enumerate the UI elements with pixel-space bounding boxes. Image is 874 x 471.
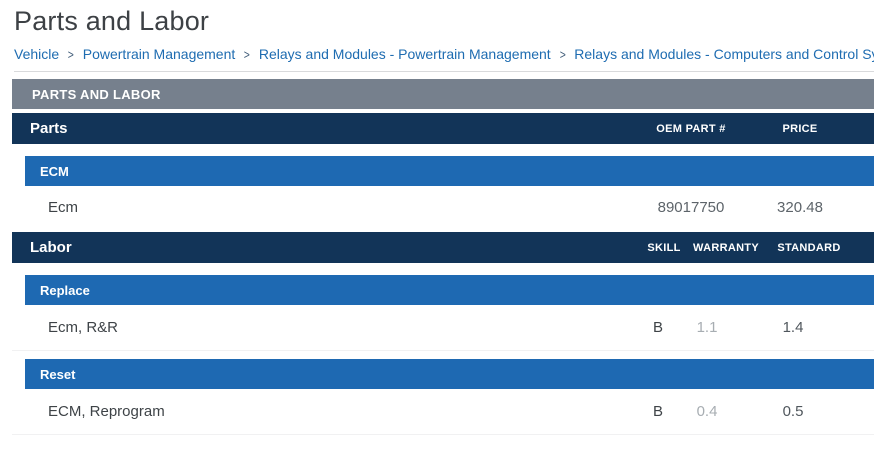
labor-header-bar: Labor SKILL WARRANTY STANDARD: [12, 232, 874, 263]
table-row-labor-ecm-reprogram[interactable]: ECM, Reprogram B 0.4 0.5: [12, 389, 874, 435]
group-header-ecm: ECM: [25, 156, 874, 186]
parts-header-bar: Parts OEM PART # PRICE: [12, 113, 874, 144]
column-header-price: PRICE: [782, 122, 818, 135]
labor-warranty-time: 0.4: [696, 403, 718, 420]
parts-and-labor-page: Parts and Labor Vehicle > Powertrain Manag…: [0, 6, 874, 471]
part-name: Ecm: [48, 198, 78, 216]
part-oem-number: 89017750: [657, 198, 725, 216]
table-row-part-ecm[interactable]: Ecm 89017750 320.48: [12, 186, 874, 228]
breadcrumb-item-powertrain-management[interactable]: Powertrain Management: [82, 46, 236, 62]
table-row-labor-ecm-rr[interactable]: Ecm, R&R B 1.1 1.4: [12, 305, 874, 351]
column-header-oem-part: OEM PART #: [656, 122, 726, 135]
group-header-replace: Replace: [25, 275, 874, 305]
part-price: 320.48: [777, 198, 823, 216]
labor-skill: B: [652, 403, 663, 420]
labor-operation-name: ECM, Reprogram: [48, 403, 165, 420]
chevron-right-icon: >: [244, 47, 251, 62]
group-header-label: ECM: [40, 163, 69, 179]
group-header-label: Replace: [40, 282, 90, 298]
chevron-right-icon: >: [559, 47, 566, 62]
labor-standard-time: 0.5: [782, 403, 804, 420]
labor-operation-name: Ecm, R&R: [48, 319, 119, 336]
column-header-warranty: WARRANTY: [693, 241, 759, 254]
breadcrumb: Vehicle > Powertrain Management > Relays and…: [14, 46, 874, 62]
breadcrumb-item-vehicle[interactable]: Vehicle: [14, 46, 60, 62]
labor-standard-time: 1.4: [782, 319, 804, 336]
column-header-standard: STANDARD: [777, 241, 841, 254]
breadcrumb-item-relays-modules-computers[interactable]: Relays and Modules - Computers and Contr…: [574, 46, 874, 62]
column-header-skill: SKILL: [647, 241, 681, 254]
divider: [14, 71, 874, 72]
labor-warranty-time: 1.1: [696, 319, 718, 336]
group-header-label: Reset: [40, 366, 76, 382]
breadcrumb-item-relays-modules-powertrain[interactable]: Relays and Modules - Powertrain Manageme…: [258, 46, 551, 62]
section-header-label: PARTS AND LABOR: [32, 86, 161, 102]
parts-title: Parts: [30, 120, 68, 137]
group-header-reset: Reset: [25, 359, 874, 389]
labor-title: Labor: [30, 239, 72, 256]
labor-skill: B: [652, 319, 663, 336]
page-title: Parts and Labor: [14, 6, 210, 36]
chevron-right-icon: >: [67, 47, 74, 62]
section-header-bar: PARTS AND LABOR: [12, 79, 874, 109]
